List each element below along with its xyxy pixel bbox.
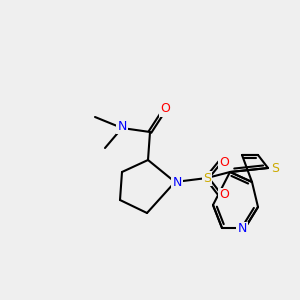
Text: N: N: [172, 176, 182, 188]
Text: N: N: [237, 223, 247, 236]
Text: S: S: [203, 172, 211, 184]
Text: O: O: [219, 188, 229, 202]
Text: O: O: [160, 103, 170, 116]
Text: N: N: [117, 119, 127, 133]
Text: O: O: [219, 155, 229, 169]
Text: S: S: [271, 161, 279, 175]
